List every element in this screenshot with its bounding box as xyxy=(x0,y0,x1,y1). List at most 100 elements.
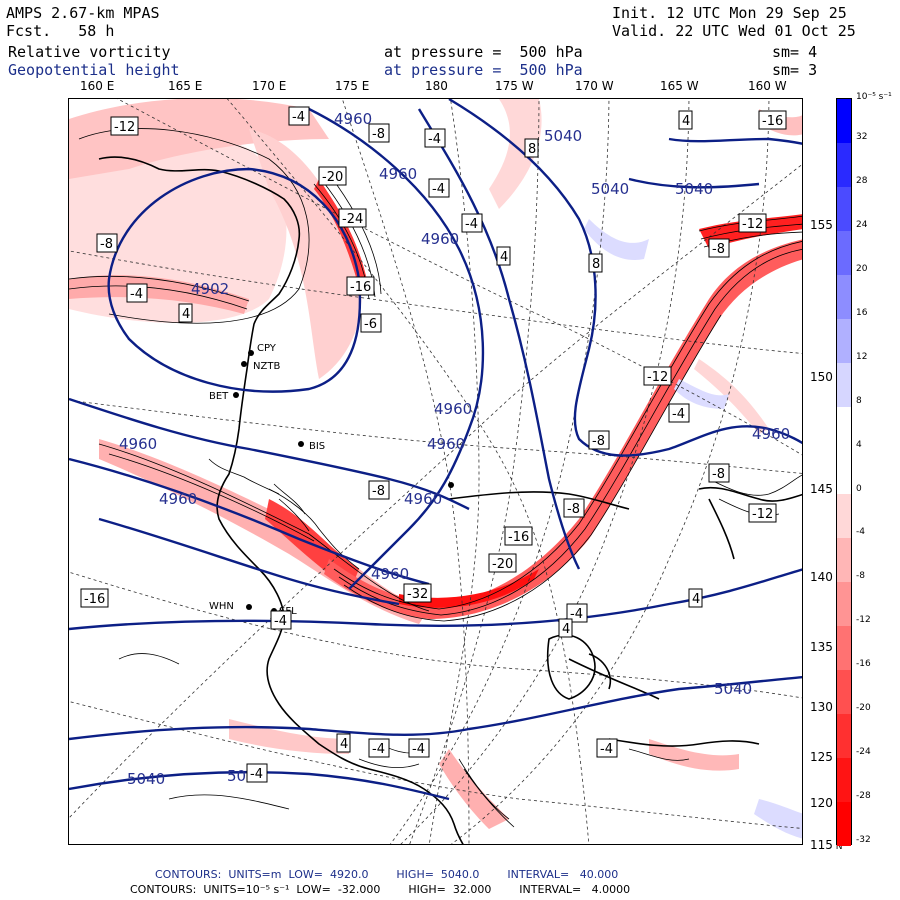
vorticity-label-text: -6 xyxy=(364,317,377,332)
init-time: Init. 12 UTC Mon 29 Sep 25 xyxy=(612,4,847,22)
vorticity-label-box xyxy=(408,738,430,758)
vorticity-label-box xyxy=(563,498,585,518)
vorticity-label: 8 xyxy=(588,253,603,273)
latitude-value: 130 xyxy=(810,700,833,714)
height-label: 4960 xyxy=(159,490,197,508)
vorticity-label: -8 xyxy=(708,463,730,483)
vorticity-label-text: -4 xyxy=(130,287,143,302)
vorticity-label-box xyxy=(368,480,390,500)
vorticity-label: -12 xyxy=(643,366,672,386)
height-label: 4902 xyxy=(191,280,229,298)
vorticity-label-text: -8 xyxy=(712,467,725,482)
height-label: 5040 xyxy=(544,127,582,145)
vorticity-label: -8 xyxy=(708,238,730,258)
vorticity-label-text: -8 xyxy=(372,127,385,142)
vorticity-label-text: 4 xyxy=(682,114,690,129)
vorticity-label-box xyxy=(270,610,292,630)
vorticity-label-box xyxy=(596,738,618,758)
colorbar-tick: -24 xyxy=(856,747,871,758)
vorticity-label-text: 4 xyxy=(500,250,508,265)
vorticity-label: -20 xyxy=(318,166,347,186)
vorticity-label: -4 xyxy=(566,603,588,623)
field2-name: Geopotential height xyxy=(8,61,180,79)
latitude-value: 145 xyxy=(810,482,833,496)
vorticity-label-box xyxy=(748,503,777,523)
station-label: BIS xyxy=(309,441,325,452)
vorticity-label: -6 xyxy=(360,313,382,333)
station-label: BET xyxy=(209,391,229,402)
vorticity-label-text: -4 xyxy=(600,742,613,757)
longitude-label: 175 E xyxy=(335,79,370,93)
forecast-label-text: Fcst. xyxy=(6,22,52,40)
vorticity-label-box xyxy=(336,733,351,753)
vorticity-label-box xyxy=(178,303,193,323)
latitude-suffix: N xyxy=(832,842,843,852)
vorticity-label-text: -16 xyxy=(350,280,371,295)
vorticity-label-box xyxy=(368,123,390,143)
vorticity-label: -8 xyxy=(96,233,118,253)
vorticity-label-box xyxy=(318,166,347,186)
vorticity-label-text: -4 xyxy=(292,110,305,125)
field1-smoothing: sm= 4 xyxy=(772,43,818,61)
vorticity-label-text: -4 xyxy=(428,132,441,147)
vorticity-label: -16 xyxy=(346,276,375,296)
vorticity-label-box xyxy=(96,233,118,253)
latitude-value: 115 xyxy=(810,838,833,852)
vorticity-label-box xyxy=(360,313,382,333)
vorticity-label-text: -8 xyxy=(372,484,385,499)
vorticity-label-text: -12 xyxy=(752,507,773,522)
forecast-hours: 58 h xyxy=(78,22,115,40)
field2-level: at pressure = 500 hPa xyxy=(384,61,583,79)
vorticity-label-text: 8 xyxy=(592,257,600,272)
longitude-label: 160 W xyxy=(748,79,787,93)
colorbar xyxy=(836,98,852,847)
vorticity-label: -8 xyxy=(368,123,390,143)
geopotential-height-contours xyxy=(69,99,802,801)
colorbar-swatch xyxy=(837,538,851,583)
colorbar-swatch xyxy=(837,99,851,144)
latitude-value: 125 xyxy=(810,750,833,764)
vorticity-label-box xyxy=(588,253,603,273)
colorbar-swatch xyxy=(837,406,851,452)
latitude-value: 140 xyxy=(810,570,833,584)
vorticity-label-box xyxy=(588,430,610,450)
vorticity-label-text: -20 xyxy=(322,170,343,185)
height-label: 4960 xyxy=(752,425,790,443)
footer-height-contours: CONTOURS: UNITS=m LOW= 4920.0 HIGH= 5040… xyxy=(155,868,619,881)
vorticity-label: -4 xyxy=(596,738,618,758)
vorticity-label: -32 xyxy=(403,583,432,603)
vorticity-label-box xyxy=(368,738,390,758)
vorticity-label-text: -16 xyxy=(508,530,529,545)
vorticity-height-map: CPYNZTBBETBISWHNSFL 49604960496049604960… xyxy=(69,99,802,844)
vorticity-label: -12 xyxy=(738,213,767,233)
vorticity-label-box xyxy=(678,110,693,130)
vorticity-label-box xyxy=(758,110,787,130)
colorbar-swatch xyxy=(837,450,851,495)
height-label: 4960 xyxy=(404,490,442,508)
vorticity-label-text: -24 xyxy=(342,212,363,227)
vorticity-label-box xyxy=(566,603,588,623)
forecast-label: Fcst. 58 h xyxy=(6,22,114,40)
colorbar-tick: -28 xyxy=(856,791,871,802)
vorticity-label: -24 xyxy=(338,208,367,228)
vorticity-label-text: -4 xyxy=(372,742,385,757)
colorbar-swatch xyxy=(837,274,851,320)
vorticity-label-text: 4 xyxy=(182,307,190,322)
colorbar-tick: -12 xyxy=(856,615,871,626)
vorticity-label-box xyxy=(558,618,573,638)
vorticity-label: -4 xyxy=(270,610,292,630)
map-panel[interactable]: CPYNZTBBETBISWHNSFL 49604960496049604960… xyxy=(68,98,803,845)
vorticity-label: -8 xyxy=(588,430,610,450)
vorticity-label-text: -4 xyxy=(412,742,425,757)
vorticity-label: -4 xyxy=(288,106,310,126)
colorbar-tick: 20 xyxy=(856,263,868,274)
vorticity-label-box xyxy=(668,403,690,423)
height-label: 4960 xyxy=(427,435,465,453)
colorbar-swatch xyxy=(837,494,851,539)
vorticity-label-box xyxy=(424,128,446,148)
vorticity-label: -16 xyxy=(758,110,787,130)
vorticity-label: 4 xyxy=(496,246,511,266)
vorticity-label: -4 xyxy=(368,738,390,758)
station-labels: CPYNZTBBETBISWHNSFL xyxy=(209,343,325,617)
colorbar-tick: -16 xyxy=(856,659,871,670)
